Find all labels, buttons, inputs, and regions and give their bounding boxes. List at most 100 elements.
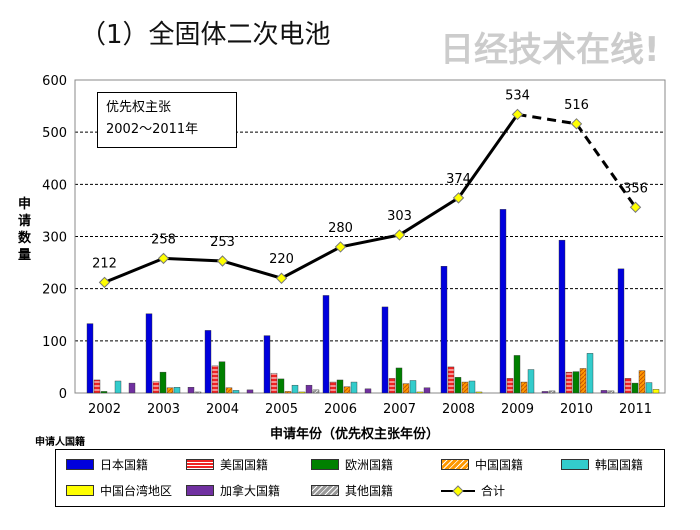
bar [204,330,212,394]
total-data-label: 220 [269,252,294,267]
bar [291,384,299,394]
x-tick-label: 2009 [501,402,534,417]
legend-swatch [66,485,94,496]
legend-label: 欧洲国籍 [345,458,394,472]
bar [395,367,403,394]
legend-label: 加拿大国籍 [220,484,281,498]
bar [454,377,462,394]
bar [246,389,254,394]
bar [270,372,278,394]
total-marker [216,255,229,267]
bar [277,378,285,394]
bar [565,371,573,394]
bar [381,306,389,394]
legend-label: 美国国籍 [220,458,269,472]
y-tick-label: 400 [42,178,67,193]
bar [194,391,202,394]
legend-label: 中国国籍 [475,458,524,472]
y-axis-label: 申请数量 [18,197,32,263]
bar [586,353,594,394]
legend-item-total: 合计 [441,482,505,499]
legend-swatch [561,459,589,470]
bar [305,384,313,394]
bar [159,371,167,394]
total-marker [452,192,465,204]
total-marker [157,252,170,265]
x-tick-label: 2003 [147,402,180,417]
legend-swatch [441,459,469,470]
bar [128,382,136,394]
bar [513,355,521,394]
bar [364,388,372,394]
bar [298,391,306,394]
y-tick-label: 600 [42,74,67,89]
total-data-label: 534 [505,88,530,103]
total-data-label: 356 [623,181,648,196]
bar [225,387,233,394]
bar [350,381,358,394]
legend-item: 美国国籍 [186,456,268,473]
total-marker [629,201,642,213]
bar [617,268,625,394]
bar [447,366,455,394]
total-marker [334,241,347,253]
legend-item: 中国台湾地区 [66,482,172,499]
bar [93,379,101,394]
x-tick-label: 2010 [560,402,593,417]
y-tick-label: 0 [59,387,67,402]
x-tick-label: 2007 [383,402,416,417]
legend-line-marker [441,484,475,497]
x-tick-label: 2005 [265,402,298,417]
legend-label: 中国台湾地区 [100,484,173,498]
bar [548,390,556,394]
total-data-label: 374 [446,172,471,187]
bar [527,369,535,394]
legend-swatch [311,459,339,470]
bar [499,209,507,394]
x-tick-label: 2006 [324,402,357,417]
legend-item: 韩国国籍 [561,456,643,473]
bar [100,391,108,394]
total-line [103,113,519,284]
bar [152,381,160,394]
legend-swatch [186,459,214,470]
note-line1: 优先权主张 [106,100,172,115]
bar [506,378,514,394]
legend-label: 其他国籍 [345,484,394,498]
bar [232,390,240,394]
x-tick-label: 2008 [442,402,475,417]
bar [572,371,580,394]
x-tick-label: 2011 [619,402,652,417]
total-line-dashed [517,112,637,209]
total-data-label: 258 [151,232,176,247]
bar [624,378,632,394]
bar [416,391,424,394]
bar [173,387,181,394]
bar [86,323,94,394]
legend: 日本国籍 美国国籍 欧洲国籍 中国国籍 韩国国籍中国台湾地区 加拿大国籍 其他国籍 合计 [55,449,665,507]
bar [187,387,195,394]
bar [638,370,646,394]
bar [579,368,587,394]
y-tick-label: 500 [42,126,67,141]
note-line2: 2002～2011年 [106,122,199,137]
total-data-label: 303 [387,209,412,224]
bar [520,381,528,394]
bar [440,266,448,394]
total-data-label: 212 [92,256,117,271]
bar [263,335,271,394]
total-marker [511,108,524,121]
total-data-label: 253 [210,235,235,250]
legend-item: 欧洲国籍 [311,456,393,473]
watermark: 日经技术在线! [440,30,660,70]
legend-label: 日本国籍 [100,458,149,472]
bar [343,386,351,394]
x-tick-label: 2002 [88,402,121,417]
bar [468,380,476,394]
y-tick-label: 300 [42,231,67,246]
legend-swatch [186,485,214,496]
legend-item: 其他国籍 [311,482,393,499]
x-axis-label: 申请年份（优先权主张年份） [270,427,440,442]
legend-swatch [66,459,94,470]
